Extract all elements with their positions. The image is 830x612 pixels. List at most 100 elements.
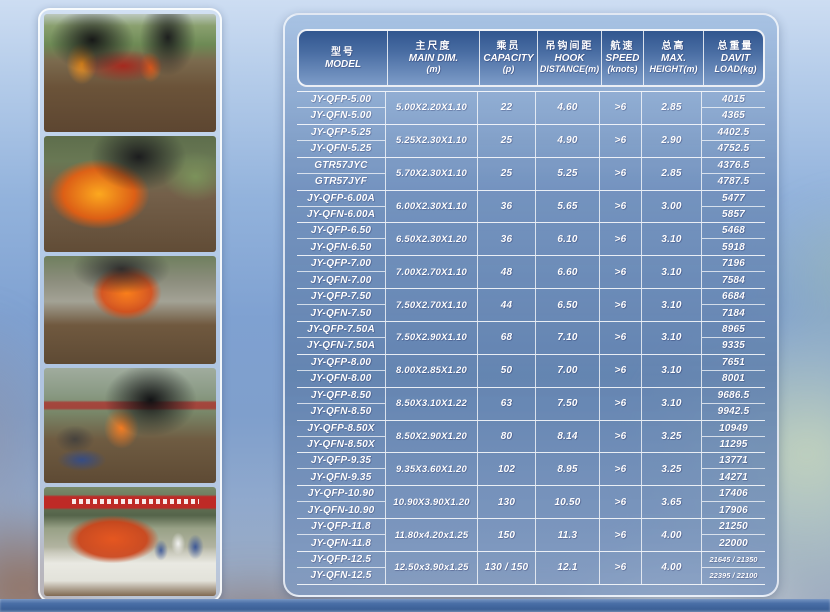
model-name: JY-QFN-6.50 bbox=[310, 241, 372, 253]
speed-value: >6 bbox=[599, 92, 641, 124]
header-max-height-en: MAX. bbox=[661, 53, 686, 65]
speed-value: >6 bbox=[599, 552, 641, 584]
model-name: JY-QFN-12.5 bbox=[310, 570, 372, 582]
capacity-value: 22 bbox=[477, 92, 535, 124]
davit-load-value: 21250 bbox=[701, 519, 765, 536]
capacity-value: 102 bbox=[477, 453, 535, 486]
capacity-value: 68 bbox=[477, 322, 535, 354]
table-row-group: JY-QFP-7.50 JY-QFN-7.50 7.50X2.70X1.10 44 6.… bbox=[297, 288, 765, 322]
header-col-speed: 航速 SPEED (knots) bbox=[601, 31, 643, 85]
main-dim-value: 6.50X2.30X1.20 bbox=[385, 223, 477, 256]
model-name: JY-QFN-11.8 bbox=[310, 537, 372, 549]
main-dim-value: 10.90X3.90X1.20 bbox=[385, 486, 477, 519]
davit-load-value: 8965 bbox=[701, 322, 765, 338]
hook-distance-value: 6.50 bbox=[535, 289, 599, 322]
hook-distance-value: 10.50 bbox=[535, 486, 599, 519]
spec-table-panel: 型号 MODEL 主尺度 MAIN DIM. (m) 乘员 CAPACITY (p) 吊钩间距 H… bbox=[283, 13, 779, 597]
table-row-group: JY-QFP-9.35 JY-QFN-9.35 9.35X3.60X1.20 102 8… bbox=[297, 452, 765, 486]
davit-load-value: 10949 bbox=[701, 420, 765, 437]
main-dim-value: 11.80x4.20x1.25 bbox=[385, 519, 477, 552]
speed-value: >6 bbox=[599, 420, 641, 453]
davit-load-value: 4015 bbox=[701, 92, 765, 108]
header-speed-unit: (knots) bbox=[607, 64, 638, 75]
photo-column bbox=[38, 8, 222, 602]
hook-distance-value: 8.14 bbox=[535, 420, 599, 453]
davit-load-value: 13771 bbox=[701, 453, 765, 470]
main-dim-value: 8.50X2.90X1.20 bbox=[385, 420, 477, 453]
model-name: JY-QFN-9.35 bbox=[310, 471, 372, 483]
table-row-group: JY-QFP-7.50A JY-QFN-7.50A 7.50X2.90X1.10 68… bbox=[297, 321, 765, 354]
capacity-value: 25 bbox=[477, 124, 535, 157]
hook-distance-value: 11.3 bbox=[535, 519, 599, 552]
table-row-group: JY-QFP-6.50 JY-QFN-6.50 6.50X2.30X1.20 36 6.… bbox=[297, 222, 765, 256]
header-davit-load-zh: 总重量 bbox=[717, 41, 754, 53]
capacity-value: 36 bbox=[477, 223, 535, 256]
header-capacity-unit: (p) bbox=[502, 64, 515, 75]
speed-value: >6 bbox=[599, 519, 641, 552]
max-height-value: 3.25 bbox=[641, 453, 701, 486]
davit-load-value: 7184 bbox=[701, 305, 765, 322]
model-name: JY-QFP-5.25 bbox=[297, 125, 385, 141]
speed-value: >6 bbox=[599, 256, 641, 289]
header-col-capacity: 乘员 CAPACITY (p) bbox=[479, 31, 537, 85]
main-dim-value: 7.00X2.70X1.10 bbox=[385, 256, 477, 289]
hook-distance-value: 6.10 bbox=[535, 223, 599, 256]
header-hook-distance-unit: DISTANCE(m) bbox=[539, 64, 600, 75]
table-row-group: JY-QFP-5.00 JY-QFN-5.00 5.00X2.20X1.10 22 4.… bbox=[297, 91, 765, 124]
hook-distance-value: 12.1 bbox=[535, 552, 599, 584]
speed-value: >6 bbox=[599, 354, 641, 387]
header-hook-distance-en: HOOK bbox=[554, 53, 585, 65]
davit-load-value: 7196 bbox=[701, 256, 765, 273]
photo-lifeboat-crowd bbox=[44, 487, 216, 596]
speed-value: >6 bbox=[599, 387, 641, 420]
capacity-value: 36 bbox=[477, 190, 535, 223]
davit-load-value: 11295 bbox=[701, 436, 765, 453]
davit-load-value: 5477 bbox=[701, 190, 765, 207]
table-row-group: JY-QFP-11.8 JY-QFN-11.8 11.80x4.20x1.25 150… bbox=[297, 518, 765, 552]
model-name: GTR57JYF bbox=[314, 176, 368, 188]
photo-fire-test-3 bbox=[44, 256, 216, 364]
model-name: JY-QFP-7.50A bbox=[297, 322, 385, 338]
capacity-value: 25 bbox=[477, 157, 535, 190]
davit-load-value: 21645 / 21350 bbox=[701, 552, 765, 568]
header-davit-load-en: DAVIT bbox=[720, 53, 751, 65]
hook-distance-value: 4.60 bbox=[535, 92, 599, 124]
header-max-height-zh: 总高 bbox=[661, 41, 686, 53]
table-row-group: JY-QFP-8.50 JY-QFN-8.50 8.50X3.10X1.22 63 7.… bbox=[297, 386, 765, 420]
capacity-value: 130 / 150 bbox=[477, 552, 535, 584]
max-height-value: 3.65 bbox=[641, 486, 701, 519]
max-height-value: 3.10 bbox=[641, 387, 701, 420]
header-col-hook-distance: 吊钩间距 HOOK DISTANCE(m) bbox=[537, 31, 601, 85]
capacity-value: 150 bbox=[477, 519, 535, 552]
header-capacity-en: CAPACITY bbox=[483, 53, 534, 65]
header-main-dim-zh: 主尺度 bbox=[415, 41, 452, 53]
model-name: JY-QFP-9.35 bbox=[297, 453, 385, 470]
davit-load-value: 22395 / 22100 bbox=[701, 567, 765, 584]
model-name: JY-QFN-8.50 bbox=[310, 406, 372, 418]
model-name: JY-QFP-11.8 bbox=[297, 519, 385, 536]
main-dim-value: 12.50x3.90x1.25 bbox=[385, 552, 477, 584]
table-row-group: JY-QFP-10.90 JY-QFN-10.90 10.90X3.90X1.20 1… bbox=[297, 485, 765, 519]
hook-distance-value: 8.95 bbox=[535, 453, 599, 486]
speed-value: >6 bbox=[599, 289, 641, 322]
header-hook-distance-zh: 吊钩间距 bbox=[545, 41, 594, 53]
main-dim-value: 7.50X2.70X1.10 bbox=[385, 289, 477, 322]
main-dim-value: 8.00X2.85X1.20 bbox=[385, 354, 477, 387]
davit-load-value: 5918 bbox=[701, 239, 765, 256]
capacity-value: 80 bbox=[477, 420, 535, 453]
model-name: JY-QFN-5.25 bbox=[310, 143, 372, 155]
table-row-group: JY-QFP-8.50X JY-QFN-8.50X 8.50X2.90X1.20 80… bbox=[297, 419, 765, 453]
model-name: JY-QFP-7.00 bbox=[297, 256, 385, 273]
model-name: JY-QFN-8.50X bbox=[307, 438, 375, 450]
max-height-value: 2.85 bbox=[641, 92, 701, 124]
davit-load-value: 4787.5 bbox=[701, 173, 765, 190]
capacity-value: 63 bbox=[477, 387, 535, 420]
photo-fire-test-4 bbox=[44, 368, 216, 483]
main-dim-value: 5.25X2.30X1.10 bbox=[385, 124, 477, 157]
header-col-davit-load: 总重量 DAVIT LOAD(kg) bbox=[703, 31, 763, 85]
main-dim-value: 5.00X2.20X1.10 bbox=[385, 92, 477, 124]
header-max-height-unit: HEIGHT(m) bbox=[649, 64, 698, 75]
table-row-group: GTR57JYC GTR57JYF 5.70X2.30X1.10 25 5.25 >6 2.… bbox=[297, 156, 765, 190]
main-dim-value: 5.70X2.30X1.10 bbox=[385, 157, 477, 190]
header-speed-zh: 航速 bbox=[610, 41, 635, 53]
